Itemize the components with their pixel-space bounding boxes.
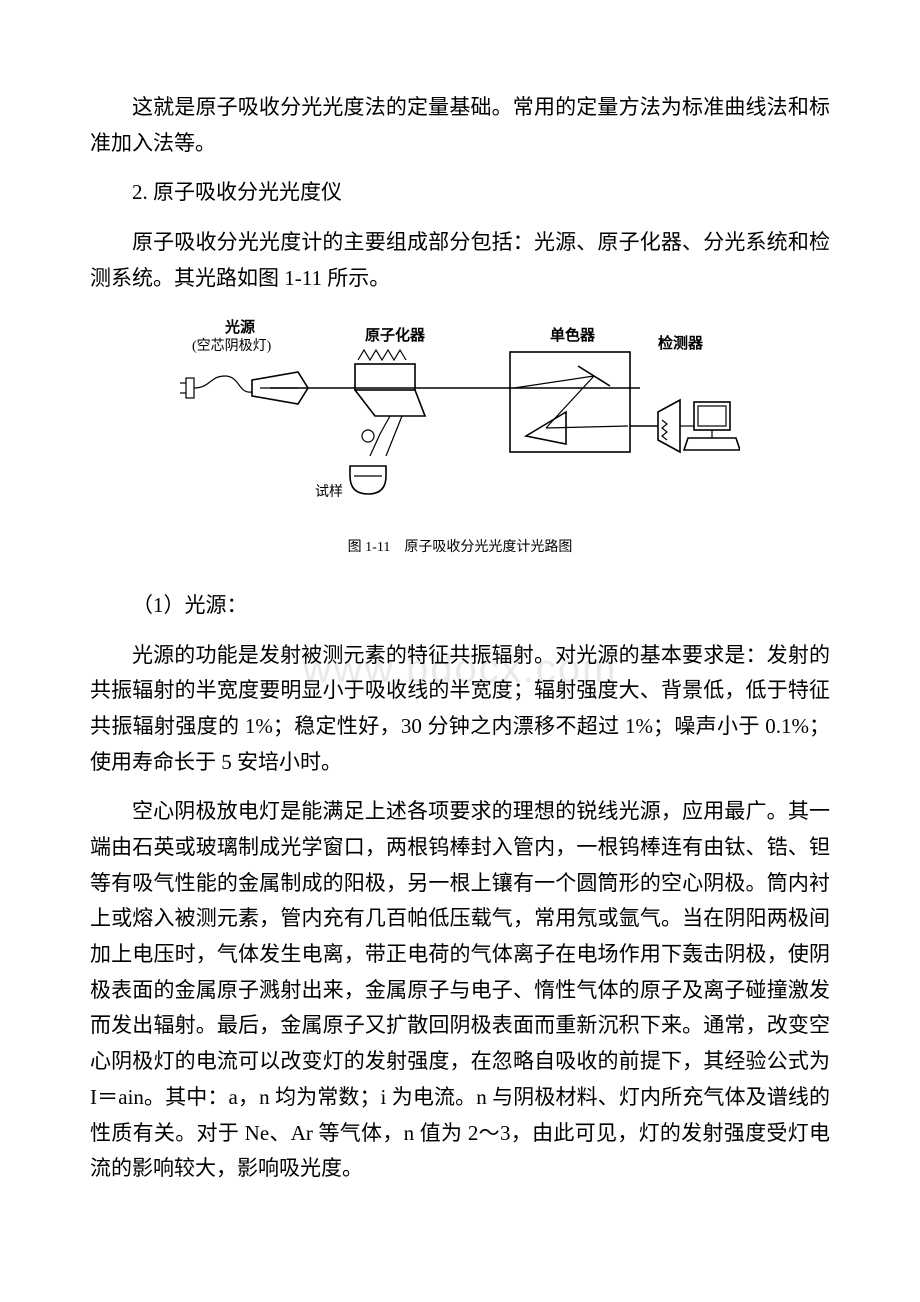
label-sample: 试样 [315,484,343,500]
label-atomizer: 原子化器 [365,326,426,344]
label-detector: 检测器 [658,334,704,352]
paragraph-hollow-cathode: 空心阴极放电灯是能满足上述各项要求的理想的锐线光源，应用最广。其一端由石英或玻璃… [90,794,830,1187]
optical-path-diagram: 光源 (空芯阴极灯) 原子化器 单色器 检测器 [180,316,740,516]
atomizer-icon [350,350,425,494]
paragraph-source-requirements: 光源的功能是发射被测元素的特征共振辐射。对光源的基本要求是：发射的共振辐射的半宽… [90,638,830,781]
paragraph-intro: 这就是原子吸收分光光度法的定量基础。常用的定量方法为标准曲线法和标准加入法等。 [90,90,830,161]
paragraph-components: 原子吸收分光光度计的主要组成部分包括：光源、原子化器、分光系统和检测系统。其光路… [90,225,830,296]
subheading-light-source: （1）光源： [90,588,830,624]
detector-icon [658,400,740,452]
page-content: 这就是原子吸收分光光度法的定量基础。常用的定量方法为标准曲线法和标准加入法等。 … [90,90,830,1187]
heading-instrument: 2. 原子吸收分光光度仪 [90,175,830,211]
hollow-cathode-lamp-icon [180,372,308,404]
figure-caption: 图 1-11 原子吸收分光光度计光路图 [90,536,830,560]
monochromator-icon [510,352,630,452]
label-monochromator: 单色器 [550,326,596,344]
label-source-sub: (空芯阴极灯) [192,338,272,354]
figure-1-11: 光源 (空芯阴极灯) 原子化器 单色器 检测器 [90,316,830,528]
label-source-top: 光源 [224,318,255,336]
